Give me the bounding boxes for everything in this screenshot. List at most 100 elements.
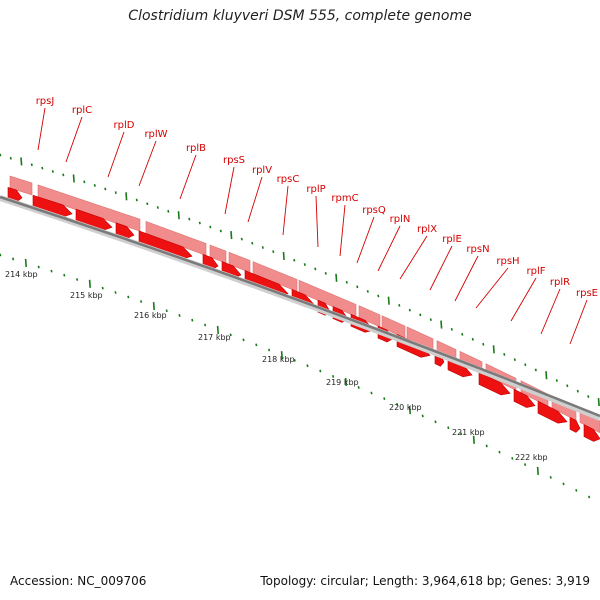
scale-tick-mark [50,269,53,273]
tick-mark [492,345,495,354]
gene-label: rpsQ [362,205,386,216]
scale-tick-mark [498,450,501,454]
scale-tick-mark [434,420,437,424]
tick-mark [377,294,380,298]
scale-tick-mark [12,257,15,261]
gene-leader-line [510,277,537,322]
tick-mark [261,246,264,249]
gene-label: rpsC [277,174,300,185]
scale-tick-mark [524,463,527,467]
gene-leader-line [475,267,509,309]
scale-label: 218 kbp [262,355,295,364]
gene-leader-line [179,154,197,200]
tick-mark [41,166,44,170]
scale-label: 216 kbp [134,311,167,320]
gene-leader-line [107,131,125,178]
gene-leader-line [377,225,401,272]
gene-label: rplW [144,129,167,140]
scale-tick-mark [63,273,66,277]
tick-mark [51,170,54,173]
tick-mark [450,328,453,331]
tick-mark [104,187,107,191]
scale-tick-mark [293,358,296,362]
gene-label: rplF [527,266,546,277]
tick-mark [534,368,537,372]
scale-tick-mark [536,466,539,476]
gene-leader-line [247,176,263,223]
tick-mark [198,221,201,225]
scale-tick-mark [357,386,360,389]
gene-arrow [32,194,73,218]
scale-tick-mark [472,435,475,444]
tick-mark [272,250,275,254]
tick-mark [230,231,233,240]
gene-leader-line [399,235,428,280]
tick-mark [482,342,485,346]
backbone-line-dark [0,195,600,418]
scale-labels: 214 kbp 215 kbp 216 kbp 217 kbp 218 kbp 219 k… [5,270,548,462]
scale-tick-mark [319,369,322,373]
gene-label: rpsS [223,155,245,166]
tick-mark [209,225,212,229]
gene-leader-line [356,216,375,264]
upper-tick-track [0,153,600,407]
gene-leader-line [138,140,157,187]
scale-tick-mark [204,323,207,327]
tick-mark [93,184,96,187]
gene-arrow [513,388,536,408]
tick-mark [387,296,390,305]
scale-label: 219 kbp [326,378,359,387]
gene-labels: rpsJ rplC rplD rplW rplB rpsS rplV rpsC rplP rpmC… [36,96,598,345]
tick-mark [503,353,506,356]
scale-tick-mark [37,265,40,269]
scale-tick-mark [549,476,552,479]
tick-mark [461,332,464,336]
scale-label: 214 kbp [5,270,38,279]
tick-mark [177,211,180,220]
scale-tick-mark [408,406,411,415]
gene-label: rpsH [496,256,519,267]
scale-label: 221 kbp [452,428,485,437]
genome-summary: Topology: circular; Length: 3,964,618 bp… [260,574,590,588]
tick-mark [9,156,12,160]
tick-mark [251,241,254,245]
scale-tick-mark [306,364,309,368]
tick-mark [566,384,569,388]
scale-tick-mark [575,489,578,492]
tick-mark [366,290,369,293]
scale-tick-mark [447,426,450,430]
tick-mark [429,318,432,322]
scale-tick-mark [24,258,27,267]
gene-label: rpmC [331,193,358,204]
gene-track [7,187,600,442]
tick-mark [513,358,516,361]
gene-label: rplV [252,165,272,176]
scale-label: 215 kbp [70,291,103,300]
backbone-line [0,195,600,421]
scale-tick-mark [332,375,335,378]
scale-tick-mark [268,348,271,352]
tick-mark [146,202,149,206]
scale-tick-mark [485,444,488,448]
scale-tick-mark [127,295,130,299]
tick-mark [30,163,33,167]
scale-tick-mark [76,278,79,281]
tick-mark [335,273,338,282]
scale-tick-mark [280,351,283,360]
scale-tick-mark [344,377,347,386]
gene-arrow [569,416,581,433]
scale-tick-mark [178,314,181,317]
gene-leader-line [339,204,346,257]
gene-label: rplD [114,120,135,131]
map-title: Clostridium kluyveri DSM 555, complete g… [128,8,472,24]
scale-tick-mark [191,318,194,322]
gene-leader-line [282,185,289,236]
tick-mark [597,397,600,407]
tick-mark [471,337,474,341]
tick-mark [83,180,86,184]
gene-label: rpsE [576,288,598,299]
scale-tick-mark [216,325,219,334]
scale-tick-mark [242,338,245,342]
scale-tick-mark [88,279,91,288]
